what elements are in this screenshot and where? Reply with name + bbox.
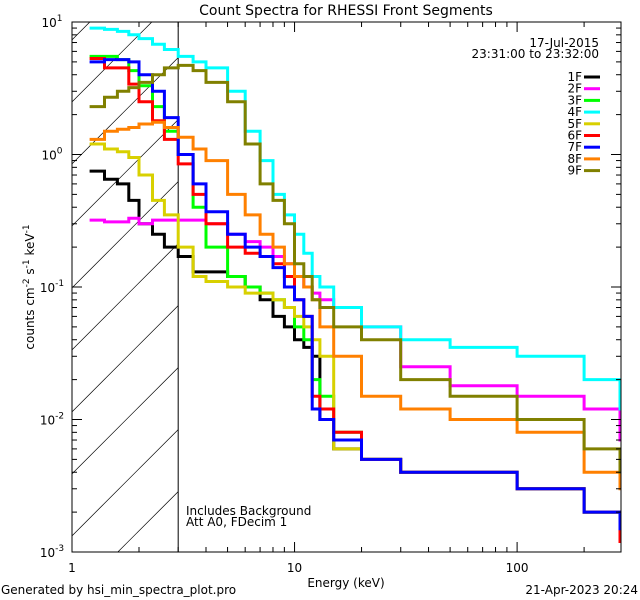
x-tick-label: 10 <box>287 561 302 575</box>
y-tick-label: 10-1 <box>40 279 64 295</box>
legend-label-4F: 4F <box>567 105 582 119</box>
y-tick-label: 10-2 <box>40 412 64 428</box>
x-tick-label: 100 <box>506 561 529 575</box>
y-axis-label-part: -1 <box>22 259 32 268</box>
legend-label-6F: 6F <box>567 129 582 143</box>
legend-time-range: 23:31:00 to 23:32:00 <box>472 47 599 61</box>
y-axis-label: counts cm-2 s-1 keV-1 <box>22 224 37 349</box>
y-axis-label-part: s <box>23 268 37 278</box>
y-tick-label: 10-3 <box>40 544 64 560</box>
y-tick-label: 100 <box>41 147 62 163</box>
hatch-line <box>71 429 179 537</box>
hatch-line <box>117 491 179 553</box>
legend-label-5F: 5F <box>567 117 582 131</box>
legend: 17-Jul-2015 23:31:00 to 23:32:00 1F2F3F4… <box>472 36 600 178</box>
series-3F <box>89 54 621 543</box>
chart-title: Count Spectra for RHESSI Front Segments <box>199 3 493 19</box>
legend-label-2F: 2F <box>567 82 582 96</box>
series-4F <box>89 26 621 411</box>
plot-frame <box>71 21 622 553</box>
annotation-attenuator: Att A0, FDecim 1 <box>186 515 287 529</box>
footer-timestamp: 21-Apr-2023 20:24 <box>525 583 638 597</box>
legend-label-3F: 3F <box>567 93 582 107</box>
excluded-region-hatch <box>71 21 179 553</box>
hatch-line <box>71 119 179 227</box>
annotation-background: Includes Background <box>186 504 311 518</box>
x-tick-label: 1 <box>68 561 76 575</box>
legend-label-8F: 8F <box>567 152 582 166</box>
y-axis-label-part: -1 <box>22 224 32 233</box>
hatch-line <box>71 367 179 475</box>
hatch-line <box>71 243 179 351</box>
y-tick-label: 101 <box>41 14 62 30</box>
series-8F <box>89 120 621 491</box>
y-axis-label-part: -2 <box>22 278 32 287</box>
legend-label-1F: 1F <box>567 70 582 84</box>
hatch-line <box>71 305 179 413</box>
legend-date: 17-Jul-2015 <box>529 36 599 50</box>
series-5F <box>89 142 621 531</box>
x-axis-label: Energy (keV) <box>307 576 384 590</box>
footer-generated-by: Generated by hsi_min_spectra_plot.pro <box>1 583 236 597</box>
y-axis-label-part: keV <box>23 233 37 260</box>
y-axis-label-part: counts cm <box>23 287 37 349</box>
legend-label-9F: 9F <box>567 164 582 178</box>
legend-label-7F: 7F <box>567 140 582 154</box>
hatch-line <box>71 21 91 41</box>
series-2F <box>89 216 621 442</box>
series-1F <box>89 169 621 531</box>
series-9F <box>89 63 621 474</box>
